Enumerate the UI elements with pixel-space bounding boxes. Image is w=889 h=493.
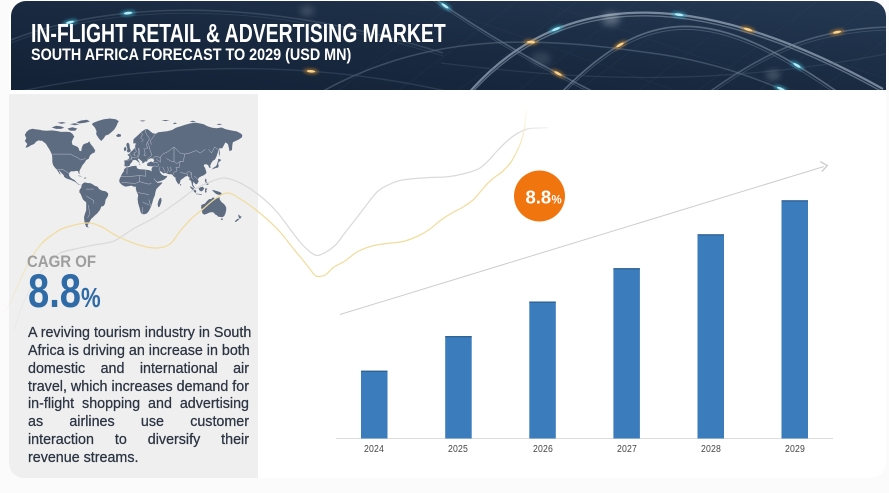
svg-text:%: % [552, 195, 562, 207]
svg-text:8.8: 8.8 [526, 187, 552, 208]
